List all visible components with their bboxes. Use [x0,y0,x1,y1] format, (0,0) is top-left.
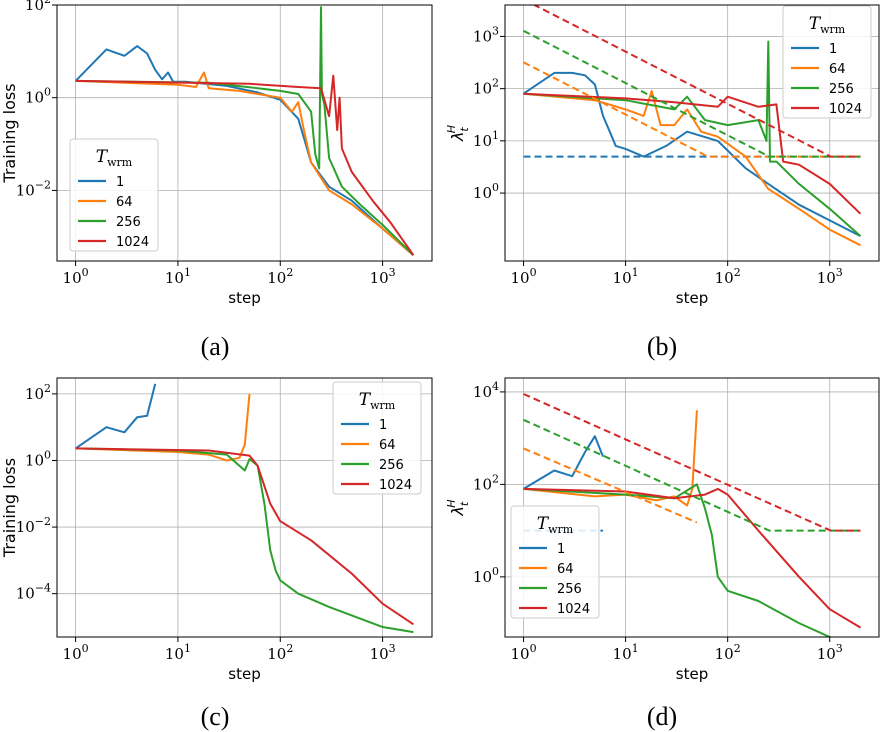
legend-title: Twrm [96,147,133,169]
x-tick-label: 102 [267,642,293,663]
y-tick-label: 10−2 [16,515,51,536]
y-tick-label: 104 [473,380,499,401]
series-line-1024 [523,487,862,629]
legend-title: Twrm [809,14,846,36]
x-tick-label: 103 [370,266,396,287]
legend: Twrm 1 64 256 1024 [782,5,872,119]
series-line-256 [523,40,862,237]
y-tick-label: 100 [25,86,51,107]
series-line-1024-dashed [532,5,861,158]
x-axis-label: step [228,289,260,307]
legend-label-1: 1 [557,542,565,557]
x-tick-label: 101 [165,642,191,663]
legend: Twrm 1 64 256 1024 [332,381,422,495]
series-line-1 [522,435,604,490]
legend-title: Twrm [537,514,574,536]
plot-frame [504,377,880,638]
series-line-1 [75,383,157,450]
series-group [74,6,415,256]
x-tick-label: 100 [510,266,536,287]
series-line-1024 [75,74,415,256]
series-group [522,393,862,637]
y-tick-label: 102 [473,77,499,98]
series-line-1024 [523,92,862,215]
y-tick-label: 10−2 [16,178,51,199]
series-line-64 [75,71,415,256]
plot-frame [56,4,433,262]
legend-label-64: 64 [379,438,396,453]
y-axis-label: λtH [445,125,471,142]
x-axis-label: step [228,665,260,683]
legend-label-1024: 1024 [557,602,590,617]
y-tick-label: 100 [473,181,499,202]
legend: Twrm 1 64 256 1024 [510,505,600,619]
series-line-64-dashed [523,447,698,524]
panel-d: 100 101 102 103 100 102 104 step λtH Twrm 1 64 256 10… [445,377,880,731]
legend-box [69,138,159,252]
legend-label-256: 256 [829,82,854,97]
panel-b: 100 101 102 103 100 101 102 103 step λtH Twrm 1 64 25… [445,4,880,361]
x-tick-label: 103 [817,642,843,663]
x-tick-label: 102 [715,642,741,663]
legend-title: Twrm [359,390,396,412]
x-tick-label: 102 [715,266,741,287]
series-group [75,383,414,634]
y-tick-label: 10−4 [16,582,51,603]
panel-caption: (c) [201,702,230,731]
series-line-1 [522,71,861,237]
x-tick-label: 100 [63,642,89,663]
y-axis-label: Training loss [0,83,19,183]
x-tick-label: 101 [613,266,639,287]
series-line-64-dashed [523,61,861,158]
legend-label-256: 256 [557,582,582,597]
x-tick-label: 101 [165,266,191,287]
series-group [522,5,862,247]
series-line-64 [523,90,861,247]
x-axis-label: step [676,665,708,683]
legend-box [782,5,872,119]
plot-frame [504,4,880,262]
legend-label-1: 1 [116,175,124,190]
legend: Twrm 1 64 256 1024 [69,138,159,252]
legend-label-256: 256 [116,215,141,230]
x-axis-label: step [676,289,708,307]
y-axis-label: Training loss [0,458,19,558]
y-tick-label: 103 [473,24,499,45]
y-tick-label: 102 [473,472,499,493]
series-line-1024 [75,447,414,626]
x-tick-label: 100 [63,266,89,287]
y-tick-label: 102 [25,382,51,403]
y-tick-label: 100 [473,565,499,586]
y-tick-label: 102 [25,0,51,14]
y-tick-label: 100 [25,448,51,469]
legend-label-64: 64 [116,195,133,210]
series-line-1024-dashed [523,393,861,532]
panel-caption: (b) [647,332,677,361]
x-tick-label: 102 [267,266,293,287]
legend-label-64: 64 [557,562,574,577]
panel-a: 100 101 102 103 10−2 100 102 step Training loss T… [0,0,433,361]
legend-label-1024: 1024 [116,235,149,250]
legend-box [332,381,422,495]
legend-label-1024: 1024 [829,102,862,117]
x-tick-label: 100 [510,642,536,663]
legend-label-256: 256 [379,458,404,473]
x-tick-label: 101 [613,642,639,663]
panel-c: 100 101 102 103 10−4 10−2 100 102 step Training l… [0,377,433,731]
legend-label-64: 64 [829,62,846,77]
x-tick-label: 103 [817,266,843,287]
legend-label-1: 1 [829,42,837,57]
legend-label-1024: 1024 [379,478,412,493]
legend-label-1: 1 [379,418,387,433]
y-tick-label: 101 [473,129,499,150]
legend-box [510,505,600,619]
plot-frame [56,377,433,638]
panel-caption: (a) [201,332,230,361]
series-line-64 [75,393,251,462]
panel-caption: (d) [647,702,677,731]
y-axis-label: λtH [445,499,471,516]
series-line-256 [75,447,414,634]
x-tick-label: 103 [370,642,396,663]
